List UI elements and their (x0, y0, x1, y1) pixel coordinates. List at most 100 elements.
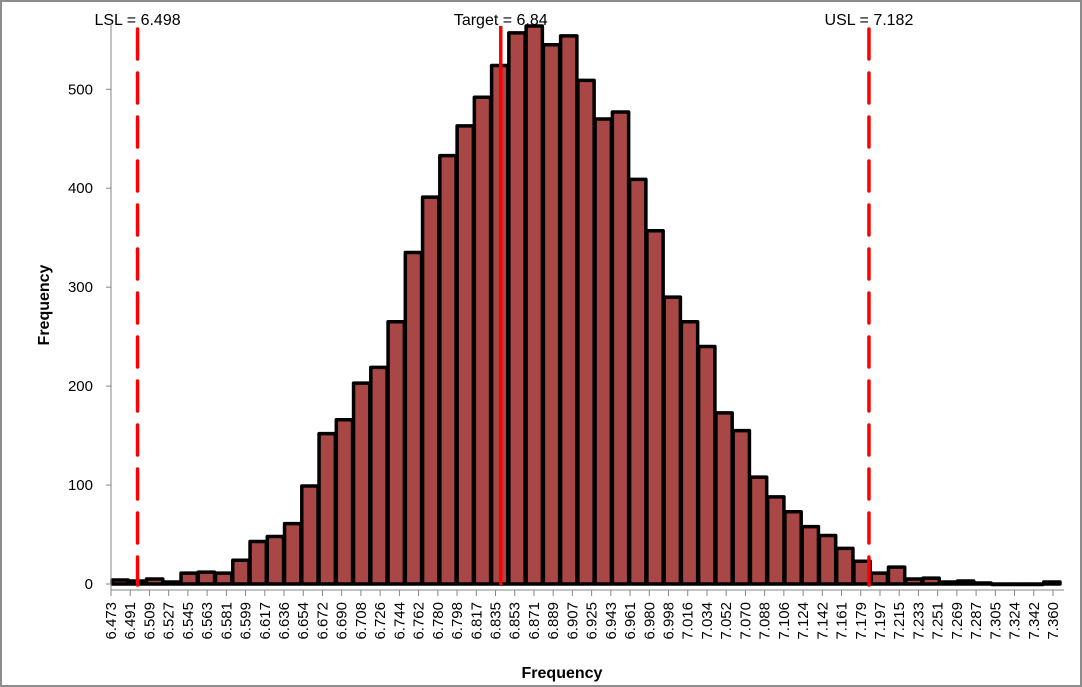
y-tick-label: 0 (85, 576, 93, 593)
histogram-bar (282, 521, 303, 586)
x-tick-label: 6.798 (449, 602, 466, 640)
x-tick-label: 7.070 (737, 602, 754, 640)
x-tick-label: 6.708 (353, 602, 370, 640)
histogram-bar (645, 229, 665, 586)
x-tick-label: 6.961 (622, 602, 639, 640)
x-tick-label: 7.305 (987, 602, 1004, 640)
histogram-bar (300, 484, 320, 586)
x-tick-label: 6.509 (141, 602, 158, 640)
histogram-bar (783, 510, 803, 586)
histogram-bar (921, 576, 941, 586)
histogram-bar (869, 571, 890, 586)
histogram-bar (972, 581, 993, 586)
histogram-bar (903, 577, 924, 586)
histogram-bar (110, 578, 131, 586)
y-tick-label: 500 (68, 81, 93, 98)
x-tick-label: 7.161 (834, 602, 851, 640)
histogram-bar (196, 570, 217, 586)
x-tick-label: 7.269 (949, 602, 966, 640)
x-tick-label: 6.907 (564, 602, 581, 640)
y-tick-label: 200 (68, 378, 93, 395)
axes: 0 100 200 300 400 500 6.473 6.491 6.509 6.527 6.54… (68, 24, 1064, 640)
x-tick-label: 6.998 (661, 602, 678, 640)
histogram-bar (610, 110, 631, 586)
x-tick-label: 7.179 (853, 602, 870, 640)
x-tick-label: 6.889 (545, 602, 562, 640)
histogram-bar (403, 250, 424, 586)
x-tick-label: 6.762 (411, 602, 428, 640)
histogram-bar (800, 524, 821, 586)
x-tick-label: 6.527 (161, 602, 178, 640)
histogram-bar (938, 580, 959, 586)
histogram-bar (627, 177, 648, 586)
histogram-bar (696, 344, 717, 586)
y-tick-label: 100 (68, 477, 93, 494)
histogram-bar (748, 475, 769, 586)
histogram-bar (386, 320, 407, 586)
x-tick-label: 6.473 (103, 602, 120, 640)
reference-label-target: Target = 6.84 (454, 12, 548, 29)
histogram-bar (507, 31, 527, 586)
x-tick-label: 6.545 (180, 602, 197, 640)
x-tick-label: 6.744 (391, 602, 408, 640)
histogram-bar (369, 365, 389, 586)
x-tick-label: 6.599 (238, 602, 255, 640)
x-tick-label: 6.654 (295, 602, 312, 640)
x-tick-label: 6.690 (334, 602, 351, 640)
histogram-bar (990, 582, 1010, 587)
x-tick-label: 7.215 (891, 602, 908, 640)
x-tick-label: 7.197 (872, 602, 889, 640)
histogram-bar (334, 418, 355, 586)
histogram-bar (420, 195, 441, 586)
x-tick-label: 6.581 (218, 602, 235, 640)
histogram-bar (662, 295, 683, 586)
x-tick-label: 7.324 (1007, 602, 1024, 640)
histogram-bar (231, 558, 251, 586)
x-tick-label: 6.925 (584, 602, 601, 640)
histogram-bar (472, 95, 493, 586)
x-tick-label: 7.287 (968, 602, 985, 640)
histogram-bar (179, 571, 200, 586)
x-tick-label: 7.052 (718, 602, 735, 640)
histogram-bar (541, 43, 562, 586)
histogram-bar (438, 153, 458, 586)
histogram-bar (351, 381, 372, 586)
histogram-bar (955, 579, 976, 586)
x-tick-label: 7.016 (680, 602, 697, 640)
histogram-bar (834, 546, 855, 586)
histogram-bar (144, 577, 165, 586)
histogram-bar (714, 411, 734, 586)
x-tick-label: 6.636 (276, 602, 293, 640)
histogram-bar (731, 428, 752, 586)
x-tick-label: 6.491 (122, 602, 139, 640)
histogram-bar (817, 533, 838, 586)
histogram-bar (765, 495, 786, 586)
histogram-bar (558, 34, 579, 586)
x-tick-label: 7.088 (757, 602, 774, 640)
x-tick-label: 6.853 (507, 602, 524, 640)
x-tick-label: 6.871 (526, 602, 543, 640)
x-tick-label: 7.106 (776, 602, 793, 640)
x-tick-label: 6.617 (257, 602, 274, 640)
x-tick-label: 7.342 (1026, 602, 1043, 640)
reference-label-lsl: LSL = 6.498 (94, 12, 180, 29)
histogram-bar (524, 24, 545, 586)
reference-label-usl: USL = 7.182 (825, 12, 914, 29)
histogram-bar (162, 580, 182, 586)
x-tick-label: 6.980 (641, 602, 658, 640)
histogram-bar (1024, 582, 1045, 587)
y-tick-label: 400 (68, 180, 93, 197)
x-tick-label: 6.672 (314, 602, 331, 640)
x-tick-label: 6.835 (487, 602, 504, 640)
x-tick-label: 7.034 (699, 602, 716, 640)
x-tick-label: 6.817 (468, 602, 485, 640)
x-tick-label: 6.563 (199, 602, 216, 640)
x-tick-label: 7.124 (795, 602, 812, 640)
y-axis-title: Frequency (36, 264, 53, 345)
histogram-bar (248, 539, 269, 586)
bars-group (110, 24, 1062, 587)
x-tick-label: 6.780 (430, 602, 447, 640)
reference-lines: LSL = 6.498 Target = 6.84 USL = 7.182 (94, 12, 914, 587)
